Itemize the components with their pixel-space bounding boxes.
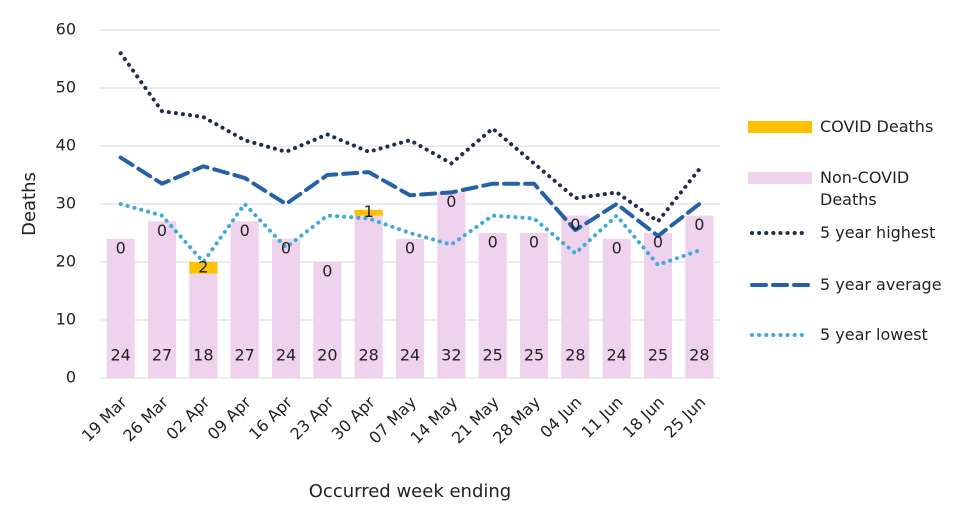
legend-swatch [748,172,812,184]
data-label: 0 [322,262,332,281]
y-tick-label: 10 [56,310,76,329]
x-tick-label: 19 Mar [78,392,131,445]
data-label: 28 [689,346,709,365]
y-tick-label: 20 [56,252,76,271]
data-label: 2 [198,257,208,276]
data-label: 24 [276,346,296,365]
line-series [118,202,702,267]
data-label: 25 [648,346,668,365]
data-label: 0 [281,238,291,257]
data-label: 27 [152,346,172,365]
data-label: 24 [400,346,420,365]
y-tick-label: 40 [56,136,76,155]
x-tick-label: 11 Jun [578,393,627,442]
data-label: 0 [653,233,663,252]
data-label: 20 [317,346,337,365]
bar [519,233,549,378]
data-label: 24 [606,346,626,365]
data-label: 0 [446,192,456,211]
data-label: 1 [364,202,374,221]
x-tick-label: 09 Apr [204,392,255,443]
bar [643,233,673,378]
legend-label: 5 year average [820,275,942,294]
bar [602,238,631,378]
bar [561,215,590,378]
data-label: 0 [694,215,704,234]
y-axis-title: Deaths [19,172,40,236]
bar [685,215,714,378]
x-tick-label: 25 Jun [660,393,709,442]
bar [354,215,383,378]
data-label: 28 [565,346,585,365]
bar [230,221,259,378]
data-label: 0 [488,233,498,252]
bar [106,238,135,378]
data-label: 0 [240,221,250,240]
legend-label: Non-COVID Deaths [820,168,910,209]
x-tick-label: 04 Jun [536,393,585,442]
data-label: 0 [529,233,539,252]
bar [395,238,425,378]
line-series [118,155,702,238]
y-tick-label: 0 [66,368,76,387]
data-label: 28 [358,346,378,365]
data-label: 32 [441,346,461,365]
x-tick-label: 26 Mar [119,392,172,445]
legend-label: 5 year highest [820,223,936,242]
legend-label: 5 year lowest [820,325,928,344]
y-tick-label: 30 [56,194,76,213]
data-label: 25 [482,346,502,365]
data-label: 27 [234,346,254,365]
legend-swatch [748,121,812,133]
bar [354,209,383,216]
y-tick-label: 60 [56,20,76,39]
data-label: 0 [116,238,126,257]
bar [147,221,177,378]
x-tick-label: 16 Apr [245,392,296,443]
data-label: 18 [193,346,213,365]
data-label: 0 [612,238,622,257]
line-series [118,51,702,224]
x-tick-label: 02 Apr [162,392,213,443]
data-label: 0 [157,221,167,240]
data-label: 24 [110,346,130,365]
bar [313,262,342,378]
bar [271,238,301,378]
data-label: 0 [405,238,415,257]
y-tick-label: 50 [56,78,76,97]
bar [189,262,218,274]
bar [189,273,218,378]
bar [437,192,466,378]
bar [478,233,507,378]
data-label: 25 [524,346,544,365]
data-label: 0 [570,215,580,234]
x-tick-label: 23 Apr [286,392,337,443]
x-axis-title: Occurred week ending [309,481,511,502]
legend-label: COVID Deaths [820,117,934,136]
x-tick-label: 18 Jun [619,393,668,442]
